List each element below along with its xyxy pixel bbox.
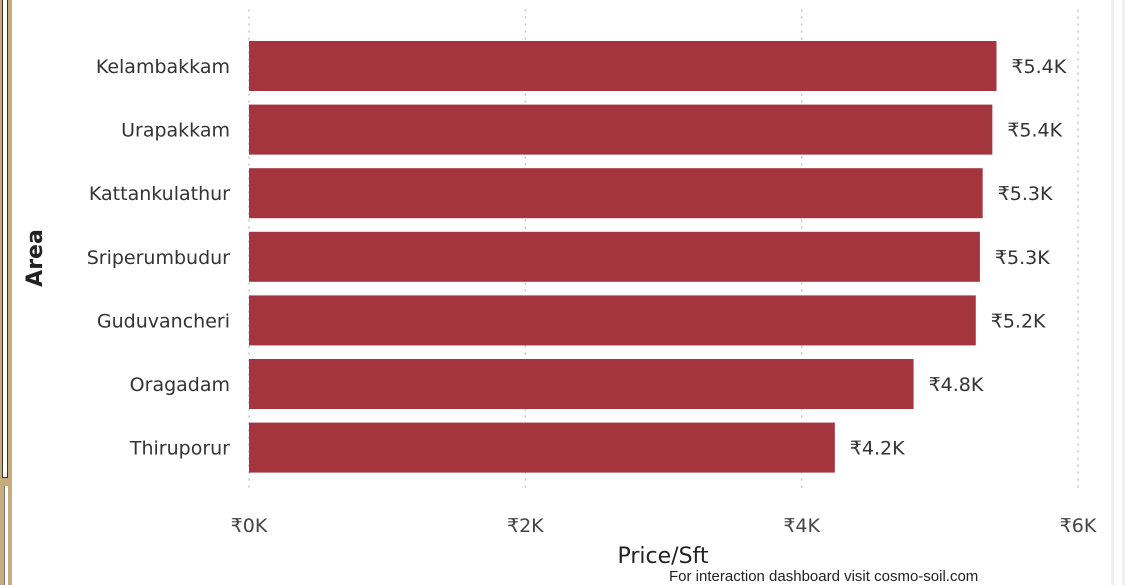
bar[interactable] — [249, 104, 993, 155]
bar[interactable] — [249, 231, 980, 282]
bar[interactable] — [249, 422, 835, 473]
category-label: Guduvancheri — [97, 310, 230, 332]
bar[interactable] — [249, 41, 997, 91]
data-label: ₹5.2K — [991, 310, 1046, 332]
x-axis-title: Price/Sft — [617, 544, 708, 569]
data-label: ₹4.8K — [929, 374, 984, 396]
category-label: Sriperumbudur — [87, 247, 230, 269]
data-label: ₹5.4K — [1007, 120, 1062, 142]
x-tick-label: ₹6K — [1060, 515, 1097, 537]
y-axis-title: Area — [23, 229, 48, 287]
bar[interactable] — [249, 359, 914, 409]
category-label: Urapakkam — [121, 120, 230, 142]
left-frame-lower — [4, 486, 8, 585]
data-label: ₹5.4K — [1011, 56, 1066, 78]
bar[interactable] — [249, 295, 976, 346]
data-label: ₹5.3K — [995, 247, 1050, 269]
data-label: ₹4.2K — [850, 438, 905, 460]
scroll-track[interactable] — [1114, 0, 1122, 585]
x-tick-label: ₹2K — [507, 515, 544, 537]
category-label: Kattankulathur — [89, 183, 230, 205]
category-label: Thiruporur — [129, 438, 230, 460]
right-scroll-strip[interactable] — [1111, 0, 1125, 585]
category-label: Oragadam — [130, 374, 230, 396]
data-label: ₹5.3K — [998, 183, 1053, 205]
left-frame-strip — [0, 0, 12, 585]
bar[interactable] — [249, 168, 983, 219]
left-frame-border — [2, 0, 8, 478]
x-tick-label: ₹0K — [231, 515, 268, 537]
footer-note[interactable]: For interaction dashboard visit cosmo-so… — [669, 568, 979, 585]
x-tick-label: ₹4K — [783, 515, 820, 537]
category-label: Kelambakkam — [96, 56, 230, 78]
